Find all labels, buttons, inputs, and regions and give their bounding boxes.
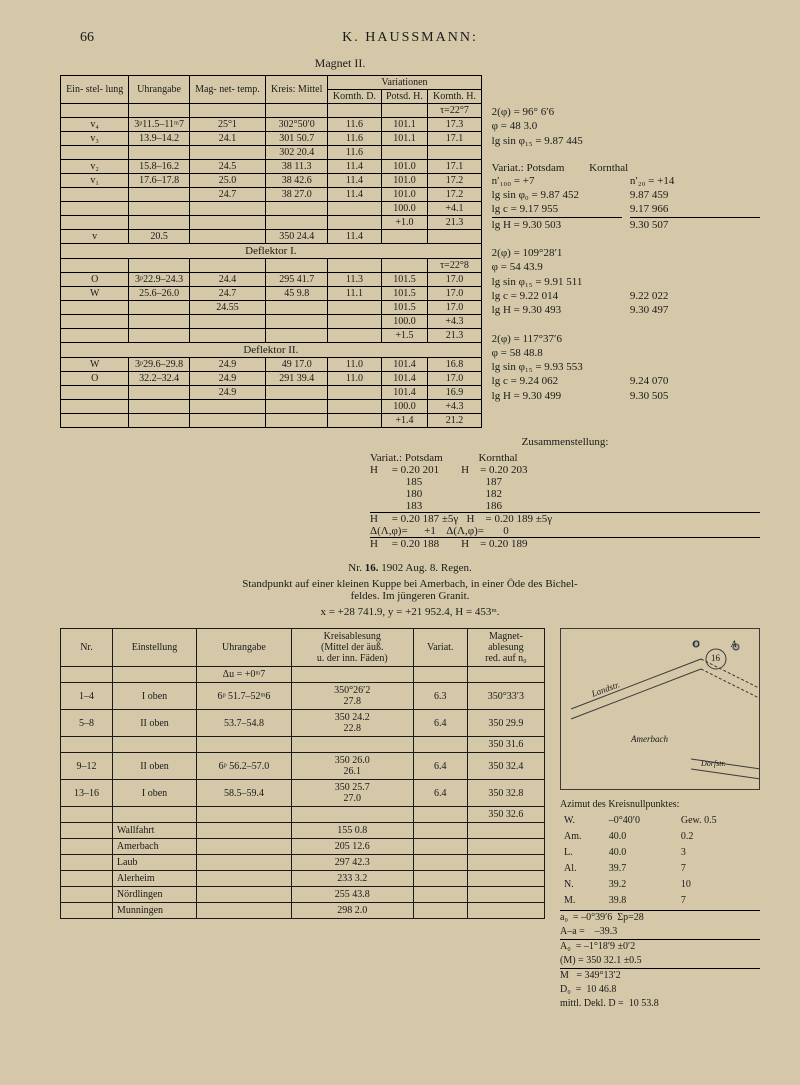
deflektor2-title: Deflektor II. bbox=[61, 343, 482, 358]
table-row: M.39.87 bbox=[562, 894, 758, 908]
calc-block-2: n′₁₀₀ = +7 lg sin φ₀ = 9.87 452 lg c = 9… bbox=[492, 174, 760, 232]
th-variationen: Variationen bbox=[328, 76, 481, 90]
table-row: v₄3ᵖ11.5–11ᵐ725°1302°50′011.6101.117.3 bbox=[61, 118, 482, 132]
table-row: 302 20.411.6 bbox=[61, 146, 482, 160]
calc-block-4: 2(φ) = 117°37′6 φ = 58 48.8 lg sin φ₁₅ =… bbox=[492, 332, 760, 403]
th-uhrangabe: Uhrangabe bbox=[129, 76, 189, 104]
author-header: K. HAUSSMANN: bbox=[60, 30, 760, 46]
table-row: Laub297 42.3 bbox=[61, 855, 545, 871]
th-kornth-h: Kornth. H. bbox=[428, 90, 481, 104]
nr16-desc: Standpunkt auf einer kleinen Kuppe bei A… bbox=[60, 578, 760, 602]
table-row: 1–4I oben6ᵖ 51.7–52ᵐ6350°26′2 27.86.3350… bbox=[61, 683, 545, 710]
table-row: 100.0+4.3 bbox=[61, 315, 482, 329]
nr16-title: Nr. 16. 1902 Aug. 8. Regen. bbox=[60, 562, 760, 574]
deflektor1-title: Deflektor I. bbox=[61, 244, 482, 259]
summary-block: Zusammenstellung: Variat.: Potsdam Kornt… bbox=[370, 436, 760, 550]
table-row: v₂15.8–16.224.538 11.311.4101.017.1 bbox=[61, 160, 482, 174]
table-row: Amerbach205 12.6 bbox=[61, 839, 545, 855]
th-uhrangabe2: Uhrangabe bbox=[197, 629, 292, 667]
table-row: Munningen298 2.0 bbox=[61, 903, 545, 919]
table-row: 5–8II oben53.7–54.8350 24.2 22.86.4350 2… bbox=[61, 710, 545, 737]
th-nr: Nr. bbox=[61, 629, 113, 667]
observation-table: Nr. Einstellung Uhrangabe Kreisablesung … bbox=[60, 628, 545, 919]
table-row: N.39.210 bbox=[562, 878, 758, 892]
table-row: +1.421.2 bbox=[61, 414, 482, 428]
map-label-o: O bbox=[693, 639, 700, 649]
map-label-dorfstr: Dorfstr. bbox=[701, 759, 726, 768]
th-magnet-temp: Mag- net- temp. bbox=[189, 76, 265, 104]
th-variat: Variat. bbox=[413, 629, 467, 667]
map-label-a: A bbox=[731, 639, 737, 649]
table-row: 24.55101.517.0 bbox=[61, 301, 482, 315]
magnet-title: Magnet II. bbox=[190, 56, 490, 71]
table-row: 350 31.6 bbox=[61, 737, 545, 753]
table-row: W25.6–26.024.745 9.811.1101.517.0 bbox=[61, 287, 482, 301]
nr16-formula: x = +28 741.9, y = +21 952.4, H = 453ᵐ. bbox=[60, 606, 760, 618]
table-row: +1.021.3 bbox=[61, 216, 482, 230]
delta-u: Δu = +0ᵐ7 bbox=[197, 667, 292, 683]
page-number: 66 bbox=[80, 30, 94, 46]
table-row: Alerheim233 3.2 bbox=[61, 871, 545, 887]
table-row: 24.738 27.011.4101.017.2 bbox=[61, 188, 482, 202]
table-row: W3ᵖ29.6–29.824.949 17.011.0101.416.8 bbox=[61, 358, 482, 372]
table-row: Nördlingen255 43.8 bbox=[61, 887, 545, 903]
table-row: 100.0+4.1 bbox=[61, 202, 482, 216]
table-row: +1.521.3 bbox=[61, 329, 482, 343]
th-einstellung: Einstellung bbox=[112, 629, 196, 667]
th-kreisablesung: Kreisablesung (Mittel der äuß. u. der in… bbox=[291, 629, 413, 667]
table-row: L.40.03 bbox=[562, 846, 758, 860]
map-label-amerbach: Amerbach bbox=[631, 734, 668, 744]
table-row: 350 32.6 bbox=[61, 807, 545, 823]
map-svg bbox=[561, 629, 760, 789]
th-potsd-h: Potsd. H. bbox=[381, 90, 428, 104]
tau-value: τ=22°7 bbox=[428, 104, 481, 118]
table-row: Al.39.77 bbox=[562, 862, 758, 876]
table-row: 9–12II oben6ᵖ 56.2–57.0350 26.0 26.16.43… bbox=[61, 753, 545, 780]
tau2-value: τ=22°8 bbox=[428, 259, 481, 273]
table-row: O32.2–32.424.9291 39.411.0101.417.0 bbox=[61, 372, 482, 386]
table-row: v₃13.9–14.224.1301 50.711.6101.117.1 bbox=[61, 132, 482, 146]
table-row: O3ᵖ22.9–24.324.4295 41.711.3101.517.0 bbox=[61, 273, 482, 287]
variat-header: Variat.: Potsdam Kornthal bbox=[492, 162, 760, 174]
th-kornth-d: Kornth. D. bbox=[328, 90, 381, 104]
calc-block-1: 2(φ) = 96° 6′6 φ = 48 3.0 lg sin φ₁₅ = 9… bbox=[492, 105, 760, 148]
table-row: Wallfahrt155 0.8 bbox=[61, 823, 545, 839]
table-row: 24.9101.416.9 bbox=[61, 386, 482, 400]
magnet-table: Ein- stel- lung Uhrangabe Mag- net- temp… bbox=[60, 75, 482, 428]
table-row: 100.0+4.3 bbox=[61, 400, 482, 414]
table-row: Am.40.00.2 bbox=[562, 830, 758, 844]
th-kreis: Kreis: Mittel bbox=[266, 76, 328, 104]
table-row: 13–16I oben58.5–59.4350 25.7 27.06.4350 … bbox=[61, 780, 545, 807]
table-row: v20.5350 24.411.4 bbox=[61, 230, 482, 244]
th-einstel: Ein- stel- lung bbox=[61, 76, 129, 104]
table-row: W.–0°40′0Gew. 0.5 bbox=[562, 814, 758, 828]
site-map: O A 16 Landstr. Amerbach Dorfstr. bbox=[560, 628, 760, 790]
th-magnet-ablesung: Magnet- ablesung red. auf n₀ bbox=[467, 629, 544, 667]
calc-block-3: 2(φ) = 109°28′1 φ = 54 43.9 lg sin φ₁₅ =… bbox=[492, 246, 760, 317]
map-label-16: 16 bbox=[711, 653, 720, 663]
table-row: v₁17.6–17.825.038 42.611.4101.017.2 bbox=[61, 174, 482, 188]
azimuth-block: Azimut des Kreisnullpunktes: W.–0°40′0Ge… bbox=[560, 798, 760, 1011]
